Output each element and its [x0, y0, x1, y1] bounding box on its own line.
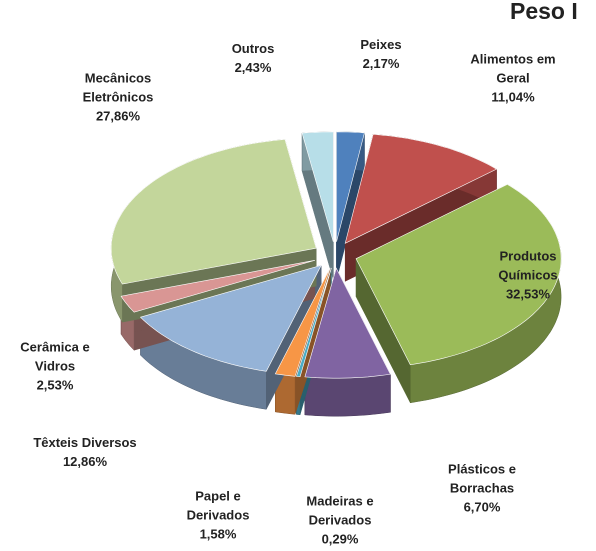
data-label: Peixes 2,17% [336, 35, 426, 73]
category-label: Peixes [360, 37, 402, 52]
data-label: Cerâmica e Vidros 2,53% [5, 338, 105, 395]
value-label: 2,17% [362, 56, 400, 71]
slice [120, 260, 315, 313]
value-label: 6,70% [463, 499, 501, 515]
category-label: Outros [231, 41, 275, 56]
data-label: Produtos Químicos 32,53% [478, 247, 578, 304]
data-label: Mecânicos Eletrônicos 27,86% [63, 69, 173, 126]
category-label: Têxteis Diversos [33, 435, 137, 450]
slice [355, 184, 562, 366]
category-label: Papel e Derivados [186, 488, 250, 523]
slice [274, 267, 331, 377]
slice [110, 139, 317, 285]
data-label: Têxteis Diversos 12,86% [15, 433, 155, 471]
chart-title: Peso I [510, 0, 578, 24]
value-label: 11,04% [491, 89, 535, 105]
data-label: Plásticos e Borrachas 6,70% [427, 460, 537, 517]
data-label: Madeiras e Derivados 0,29% [290, 492, 390, 549]
value-label: 2,53% [36, 377, 74, 393]
data-label: Outros 2,43% [208, 39, 298, 77]
data-label: Papel e Derivados 1,58% [168, 487, 268, 544]
category-label: Alimentos em Geral [470, 51, 556, 86]
slice-tops [110, 131, 562, 379]
slice [336, 131, 365, 242]
category-label: Cerâmica e Vidros [20, 339, 90, 374]
category-label: Produtos Químicos [498, 248, 558, 283]
value-label: 1,58% [199, 526, 237, 542]
value-label: 32,53% [505, 286, 551, 302]
slice-side [304, 374, 391, 417]
category-label: Mecânicos Eletrônicos [82, 70, 154, 105]
slice [139, 264, 322, 372]
data-label: Alimentos em Geral 11,04% [458, 50, 568, 107]
slice [344, 133, 498, 244]
value-label: 27,86% [95, 108, 141, 124]
value-label: 0,29% [321, 531, 359, 547]
slice [304, 267, 391, 379]
slice [296, 267, 332, 378]
slice [301, 131, 334, 242]
value-label: 2,43% [234, 60, 272, 75]
category-label: Plásticos e Borrachas [448, 461, 516, 496]
value-label: 12,86% [62, 454, 108, 469]
category-label: Madeiras e Derivados [306, 493, 374, 528]
